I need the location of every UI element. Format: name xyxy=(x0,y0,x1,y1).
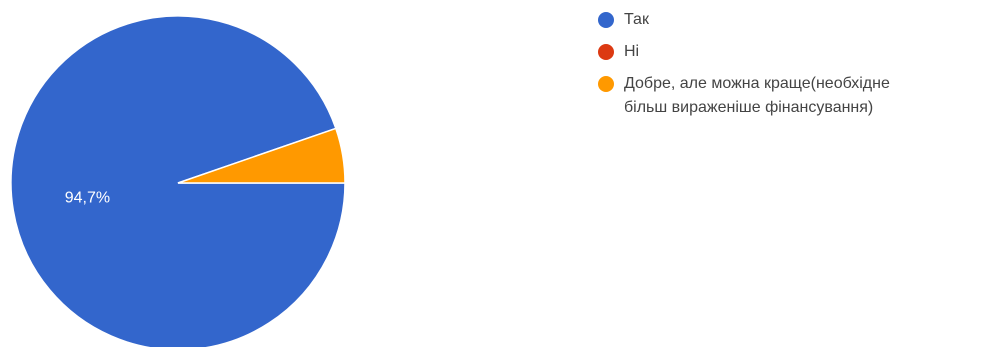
legend-item[interactable]: Ні xyxy=(598,40,1008,64)
legend-label: Добре, але можна краще(необхідне більш в… xyxy=(624,75,890,116)
legend-swatch xyxy=(598,12,614,28)
pie-slice-0 xyxy=(10,15,346,347)
legend-swatch xyxy=(598,76,614,92)
slice-data-label: 94,7% xyxy=(65,189,110,206)
legend-swatch xyxy=(598,44,614,60)
legend: Так Ні Добре, але можна краще(необхідне бі… xyxy=(598,8,1008,128)
pie-slice-2 xyxy=(177,127,346,184)
pie-svg: 94,7% xyxy=(10,15,346,347)
legend-item[interactable]: Добре, але можна краще(необхідне більш в… xyxy=(598,72,1008,120)
legend-item[interactable]: Так xyxy=(598,8,1008,32)
legend-label: Так xyxy=(624,11,649,28)
legend-label: Ні xyxy=(624,43,640,60)
